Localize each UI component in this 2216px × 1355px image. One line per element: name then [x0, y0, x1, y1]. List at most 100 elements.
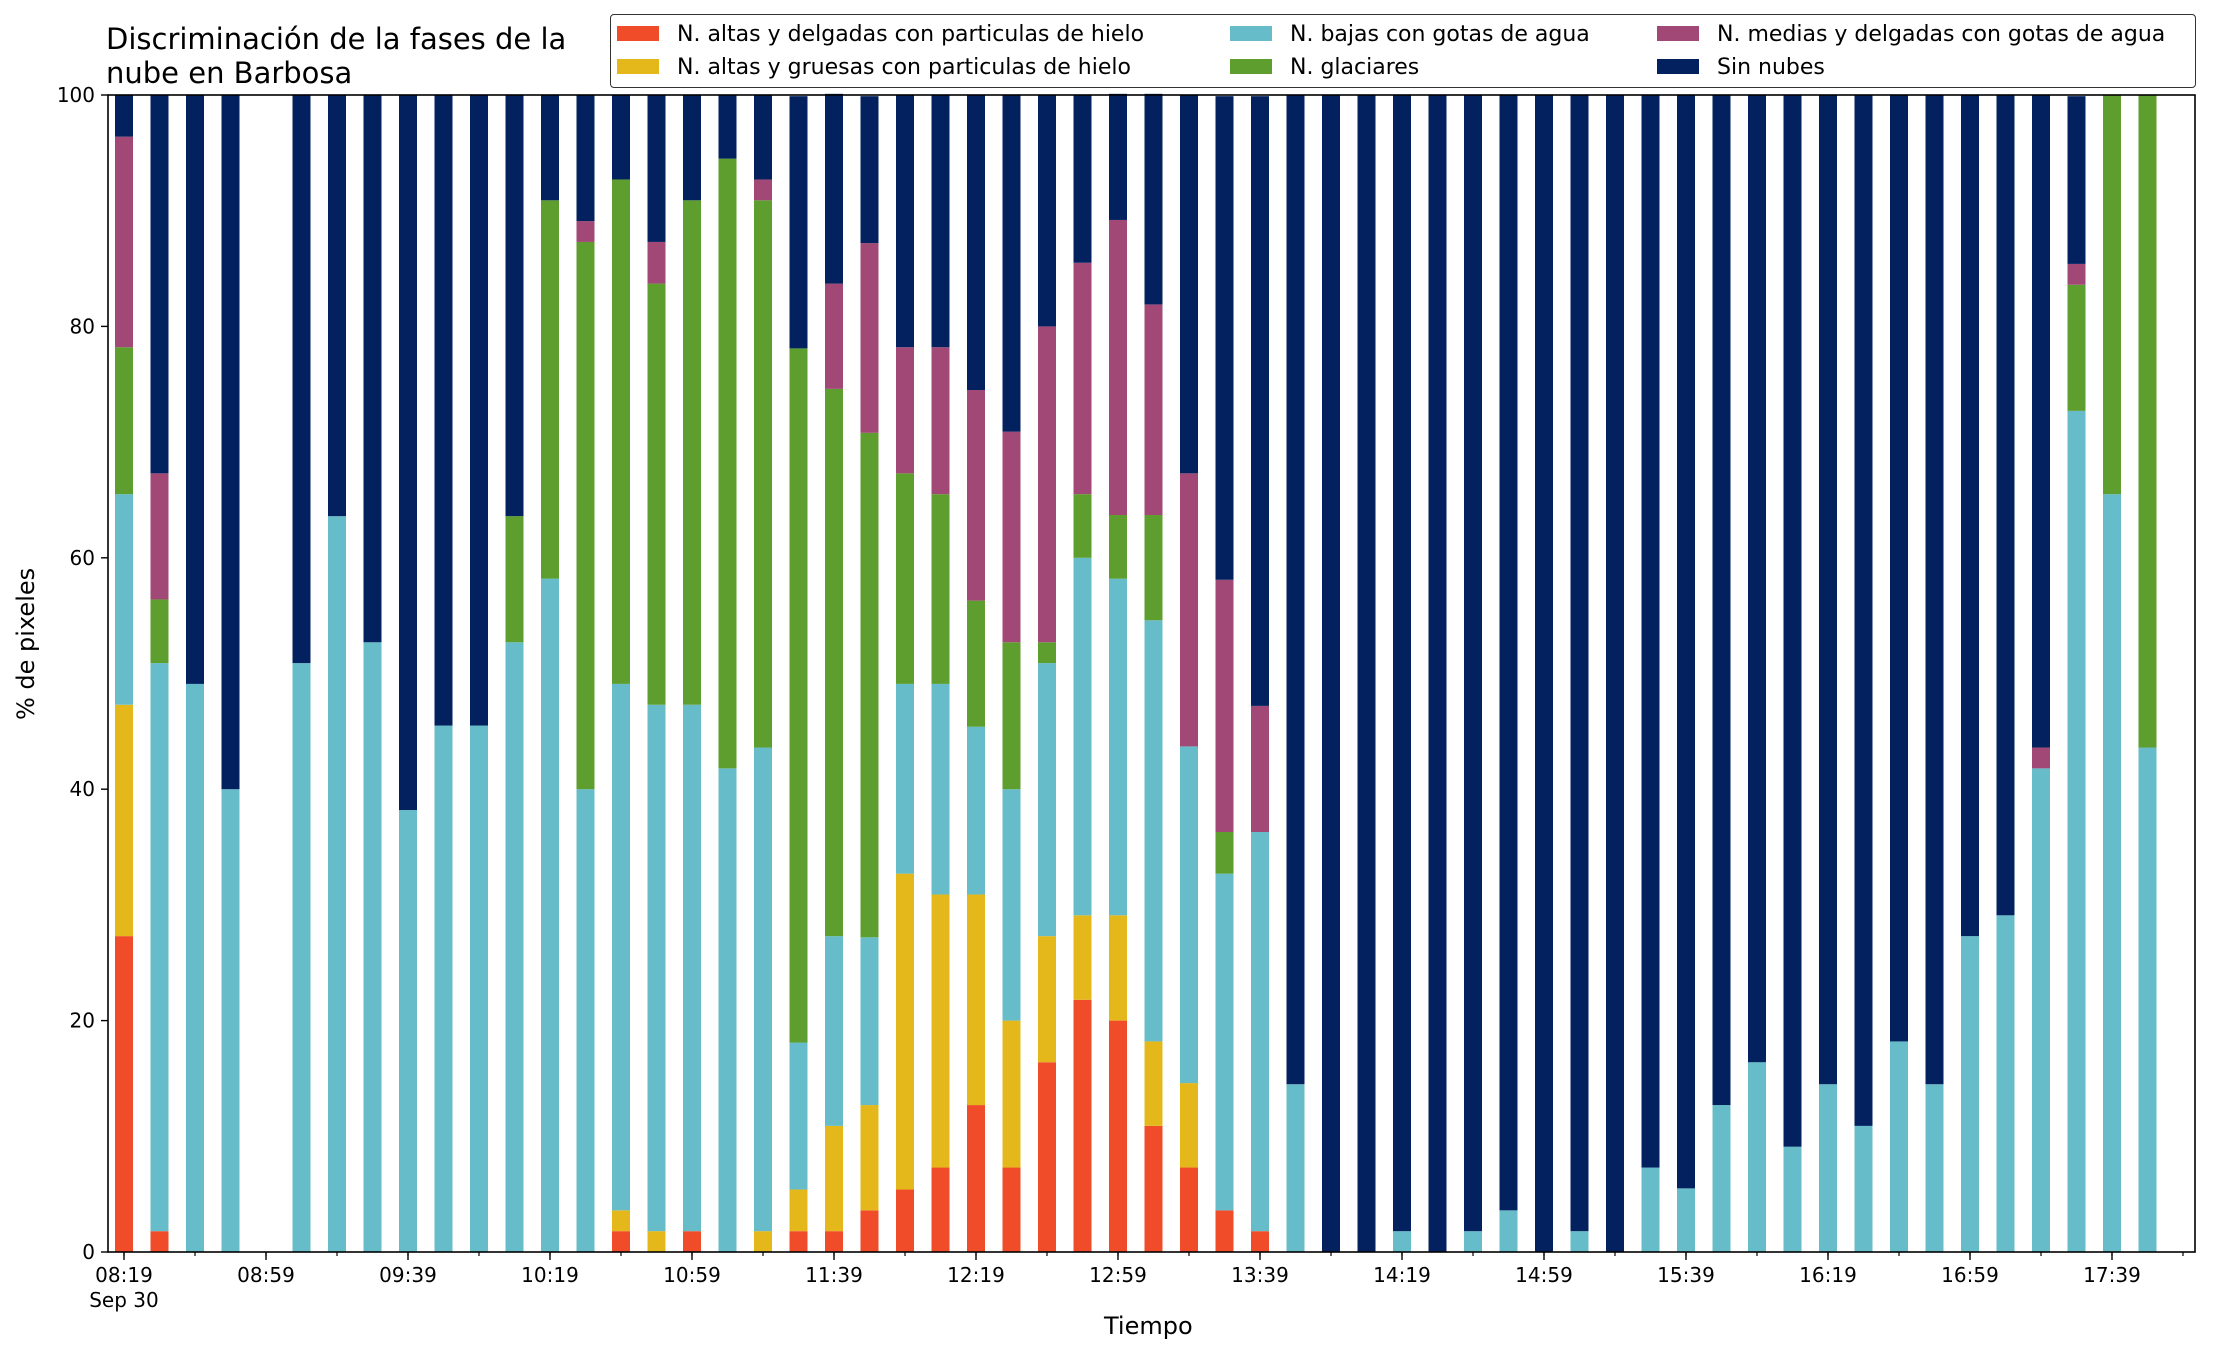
bar-segment [1038, 936, 1056, 1063]
bar-segment [931, 95, 950, 348]
x-tick-label: 12:19 [947, 1263, 1005, 1287]
bar-segment [2067, 263, 2086, 285]
bar-segment [1819, 1084, 1837, 1252]
legend-label: N. altas y delgadas con particulas de hi… [677, 22, 1145, 47]
bar-segment [576, 221, 595, 242]
bar-segment [718, 95, 737, 159]
bar-segment [860, 937, 879, 1106]
x-tick-label: 12:59 [1089, 1263, 1147, 1287]
bar-segment [1890, 95, 1908, 1042]
bar-segment [789, 1231, 808, 1252]
bar-segment [860, 243, 879, 433]
bar-segment [292, 95, 311, 664]
bar-segment [896, 873, 914, 1190]
bar-segment [1215, 1210, 1234, 1252]
bar-segment [931, 894, 950, 1168]
bar-segment [754, 95, 772, 180]
bar-segment [754, 1231, 772, 1252]
bar-segment [1819, 95, 1837, 1085]
bar-segment [825, 1125, 843, 1232]
bar-segment [576, 241, 595, 790]
bar-segment [1144, 1125, 1163, 1252]
bar-segment [1215, 832, 1234, 874]
bar-segment [1464, 1231, 1482, 1252]
bar-segment [115, 95, 133, 137]
x-tick-label: 08:19 [95, 1263, 153, 1287]
bar-segment [1961, 936, 1979, 1252]
bar-segment [576, 789, 595, 1252]
bar-segment [1570, 95, 1589, 1232]
bar-segment [789, 96, 808, 349]
bar-segment [967, 1105, 985, 1252]
y-tick-label: 40 [70, 777, 95, 801]
bar-segment [1570, 1231, 1589, 1252]
bar-segment [1180, 1083, 1198, 1168]
bar-segment [1322, 95, 1340, 1252]
bar-segment [2032, 768, 2050, 1252]
bar-segment [2103, 95, 2121, 495]
bar-segment [896, 95, 914, 348]
legend-swatch [617, 25, 659, 41]
x-tick-label: 13:39 [1231, 1263, 1289, 1287]
x-tick-label: 09:39 [379, 1263, 437, 1287]
bar-segment [1677, 95, 1695, 1189]
bar-segment [1180, 746, 1198, 1084]
bar-segment [825, 388, 843, 937]
x-tick-label: 16:19 [1799, 1263, 1857, 1287]
bar-segment [1038, 642, 1056, 664]
bar-segment [186, 683, 204, 1252]
bar-segment [221, 95, 240, 790]
bar-segment [860, 96, 879, 244]
bar-segment [789, 1042, 808, 1190]
y-tick-label: 20 [70, 1009, 95, 1033]
bar-segment [1996, 95, 2015, 916]
x-tick-label: 14:19 [1373, 1263, 1431, 1287]
bar-segment [931, 347, 950, 495]
legend-item-bajas: N. bajas con gotas de agua [1230, 22, 1590, 48]
bar-segment [1783, 1146, 1802, 1252]
x-tick-label: 10:59 [663, 1263, 721, 1287]
bar-segment [896, 1189, 914, 1252]
legend-swatch [1230, 58, 1272, 74]
bar-segment [470, 725, 488, 1252]
bar-segment [683, 95, 701, 201]
bar-segment [1144, 620, 1163, 1042]
x-tick-label: 15:39 [1657, 1263, 1715, 1287]
bar-segment [896, 473, 914, 684]
bar-segment [2138, 95, 2157, 748]
bar-segment [1144, 514, 1163, 621]
legend-item-medias: N. medias y delgadas con gotas de agua [1657, 22, 2165, 48]
bar-segment [1286, 1084, 1305, 1252]
bar-segment [541, 95, 559, 201]
bar-segment [1144, 93, 1163, 305]
bar-segment [328, 95, 346, 517]
bar-segment [2103, 494, 2121, 1252]
legend-swatch [1657, 25, 1699, 41]
bar-segment [363, 95, 382, 643]
legend-item-altas-delgadas: N. altas y delgadas con particulas de hi… [617, 22, 1144, 48]
bar-segment [1002, 95, 1021, 432]
bar-segment [683, 1231, 701, 1252]
bar-segment [647, 241, 666, 284]
bar-segment [1109, 915, 1127, 1021]
bar-segment [1144, 304, 1163, 515]
legend-item-glaciares: N. glaciares [1230, 55, 1419, 81]
bar-segment [1109, 1020, 1127, 1252]
bar-segment [931, 1167, 950, 1252]
x-tick-label: 10:19 [521, 1263, 579, 1287]
bar-segment [1393, 95, 1411, 1232]
bar-segment [1215, 96, 1234, 580]
bar-segment [221, 789, 240, 1252]
bar-segment [115, 704, 133, 937]
bar-segment [754, 747, 772, 1232]
plot-frame [107, 94, 2196, 1253]
bar-segment [754, 179, 772, 201]
bar-segment [1109, 93, 1127, 220]
y-tick-label: 60 [70, 546, 95, 570]
bar-segment [115, 136, 133, 348]
legend-item-altas-gruesas: N. altas y gruesas con particulas de hie… [617, 55, 1131, 81]
x-tick-label: 08:59 [237, 1263, 295, 1287]
bar-segment [505, 95, 524, 517]
bar-segment [1002, 789, 1021, 1021]
